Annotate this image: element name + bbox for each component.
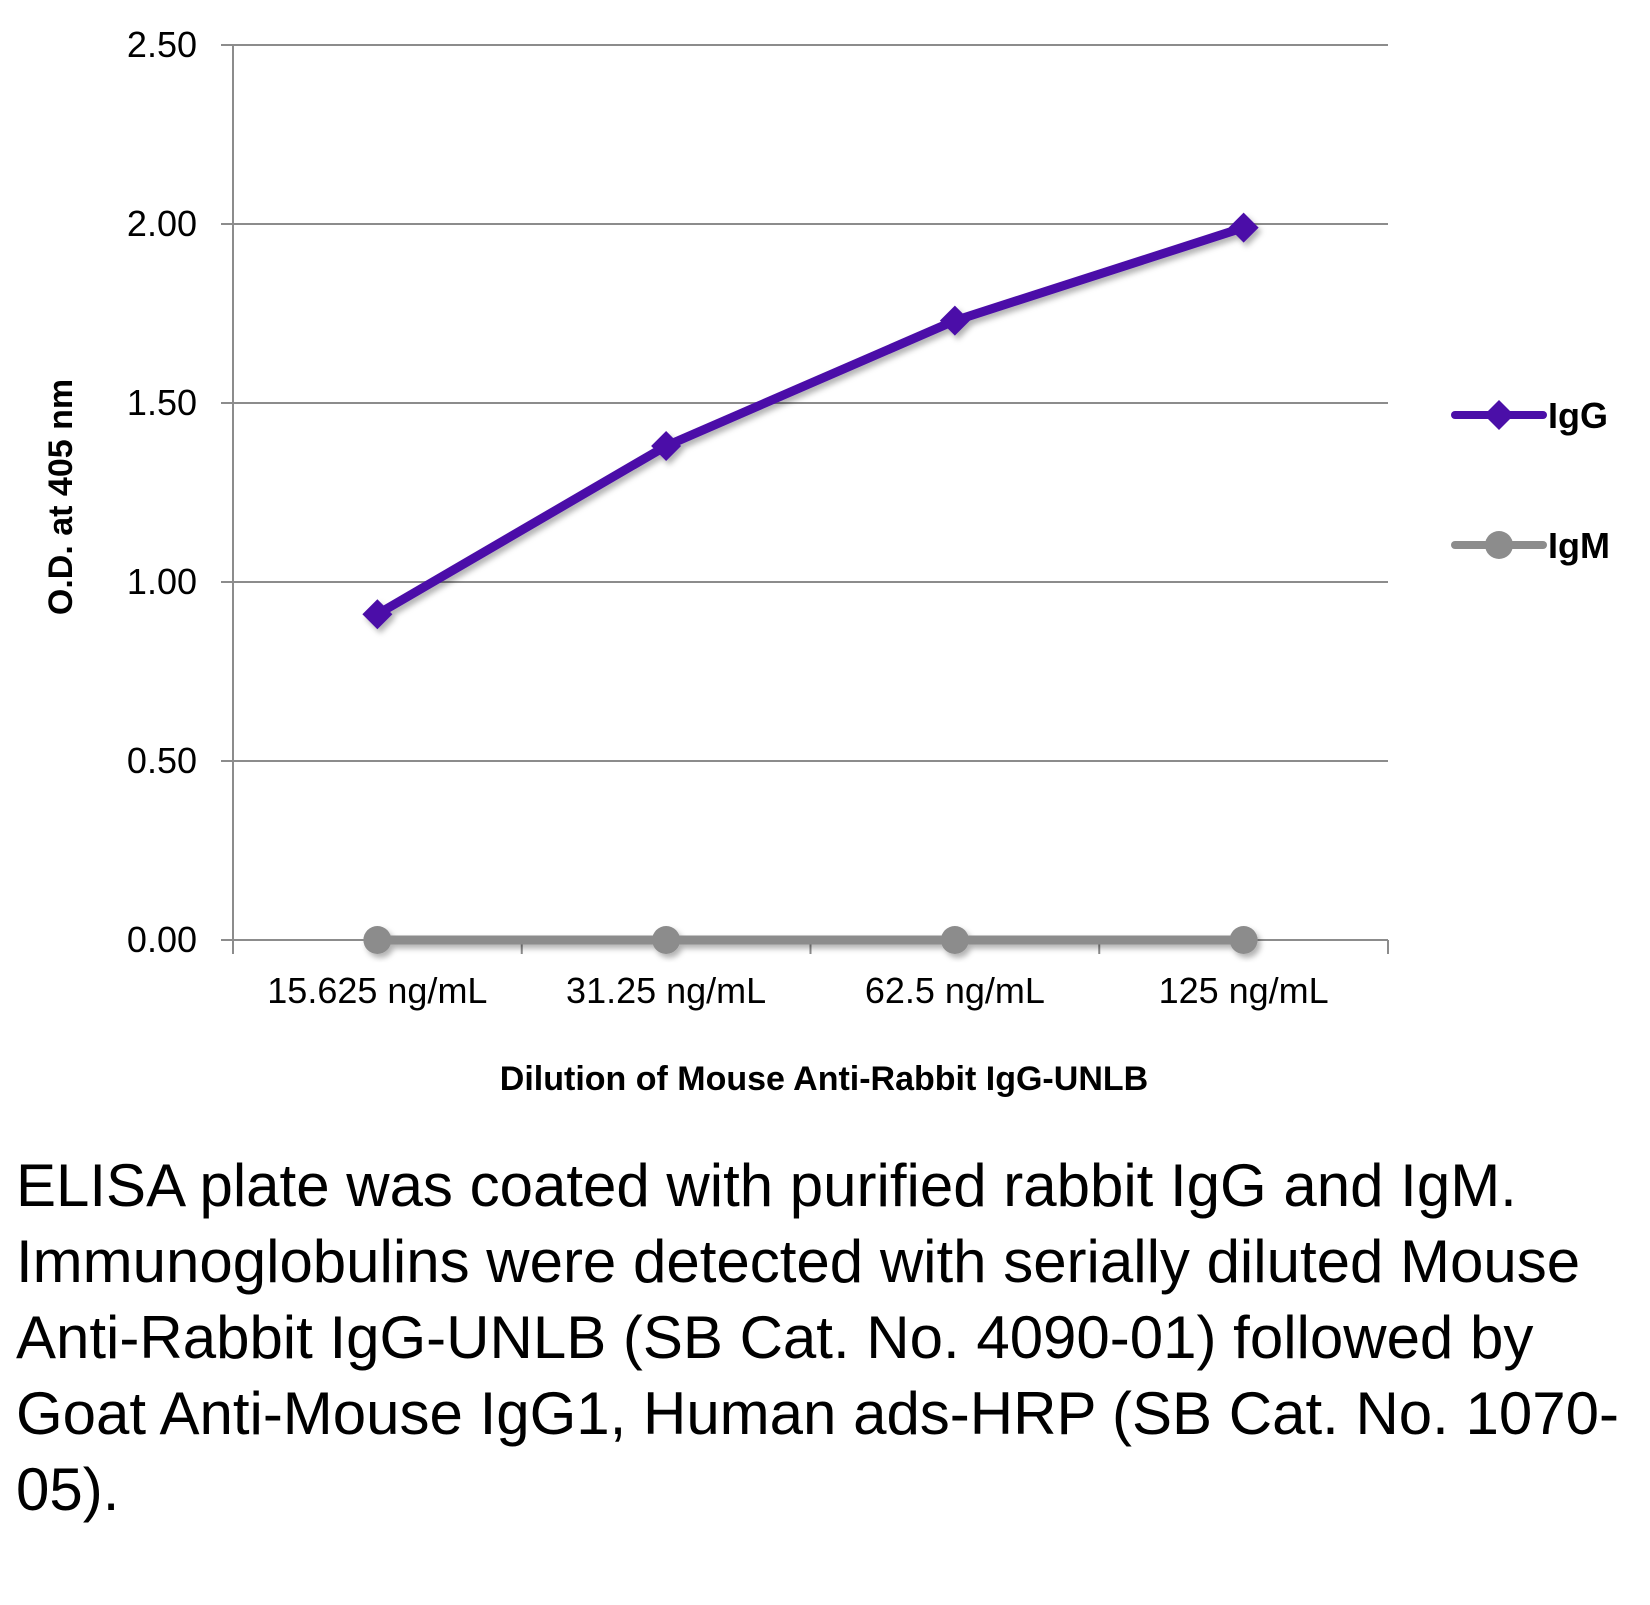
y-tick-label: 1.00 [127,561,197,602]
x-tick-label: 31.25 ng/mL [566,970,766,1011]
y-tick-label: 2.00 [127,203,197,244]
series-igg [362,212,1259,630]
data-point-igm [1229,926,1258,954]
gridlines [221,44,1388,762]
series-line-igg [372,223,1249,619]
legend: IgG IgM [1451,395,1610,566]
x-axis-title: Dilution of Mouse Anti-Rabbit IgG-UNLB [500,1060,1148,1098]
series [362,212,1259,954]
axes: 0.00 0.50 1.00 1.50 2.00 2.50 15.625 ng/mL 31.2… [127,24,1389,1011]
legend-item-igm: IgM [1451,525,1610,566]
legend-marker [1484,400,1514,430]
y-tick-label: 0.00 [127,919,197,960]
data-point-igm [363,926,392,954]
data-point-igg [362,599,393,630]
data-point-igm [652,926,681,954]
x-tick-label: 62.5 ng/mL [865,970,1045,1011]
legend-label: IgG [1548,395,1608,436]
figure-caption: ELISA plate was coated with purified rab… [16,1152,1619,1523]
legend-label: IgM [1548,525,1610,566]
elisa-line-chart: 0.00 0.50 1.00 1.50 2.00 2.50 15.625 ng/mL 31.2… [42,24,1610,1098]
y-axis-title: O.D. at 405 nm [42,379,80,615]
legend-item-igg: IgG [1451,395,1608,436]
y-tick-label: 0.50 [127,740,197,781]
x-tick-label: 15.625 ng/mL [267,970,487,1011]
y-tick-label: 2.50 [127,24,197,65]
legend-marker [1485,531,1513,559]
data-point-igg [651,430,682,461]
data-point-igg [1228,212,1259,243]
x-tick-label: 125 ng/mL [1159,970,1329,1011]
series-igm [363,926,1258,954]
y-tick-label: 1.50 [127,382,197,423]
data-point-igg [939,305,970,336]
data-point-igm [940,926,969,954]
